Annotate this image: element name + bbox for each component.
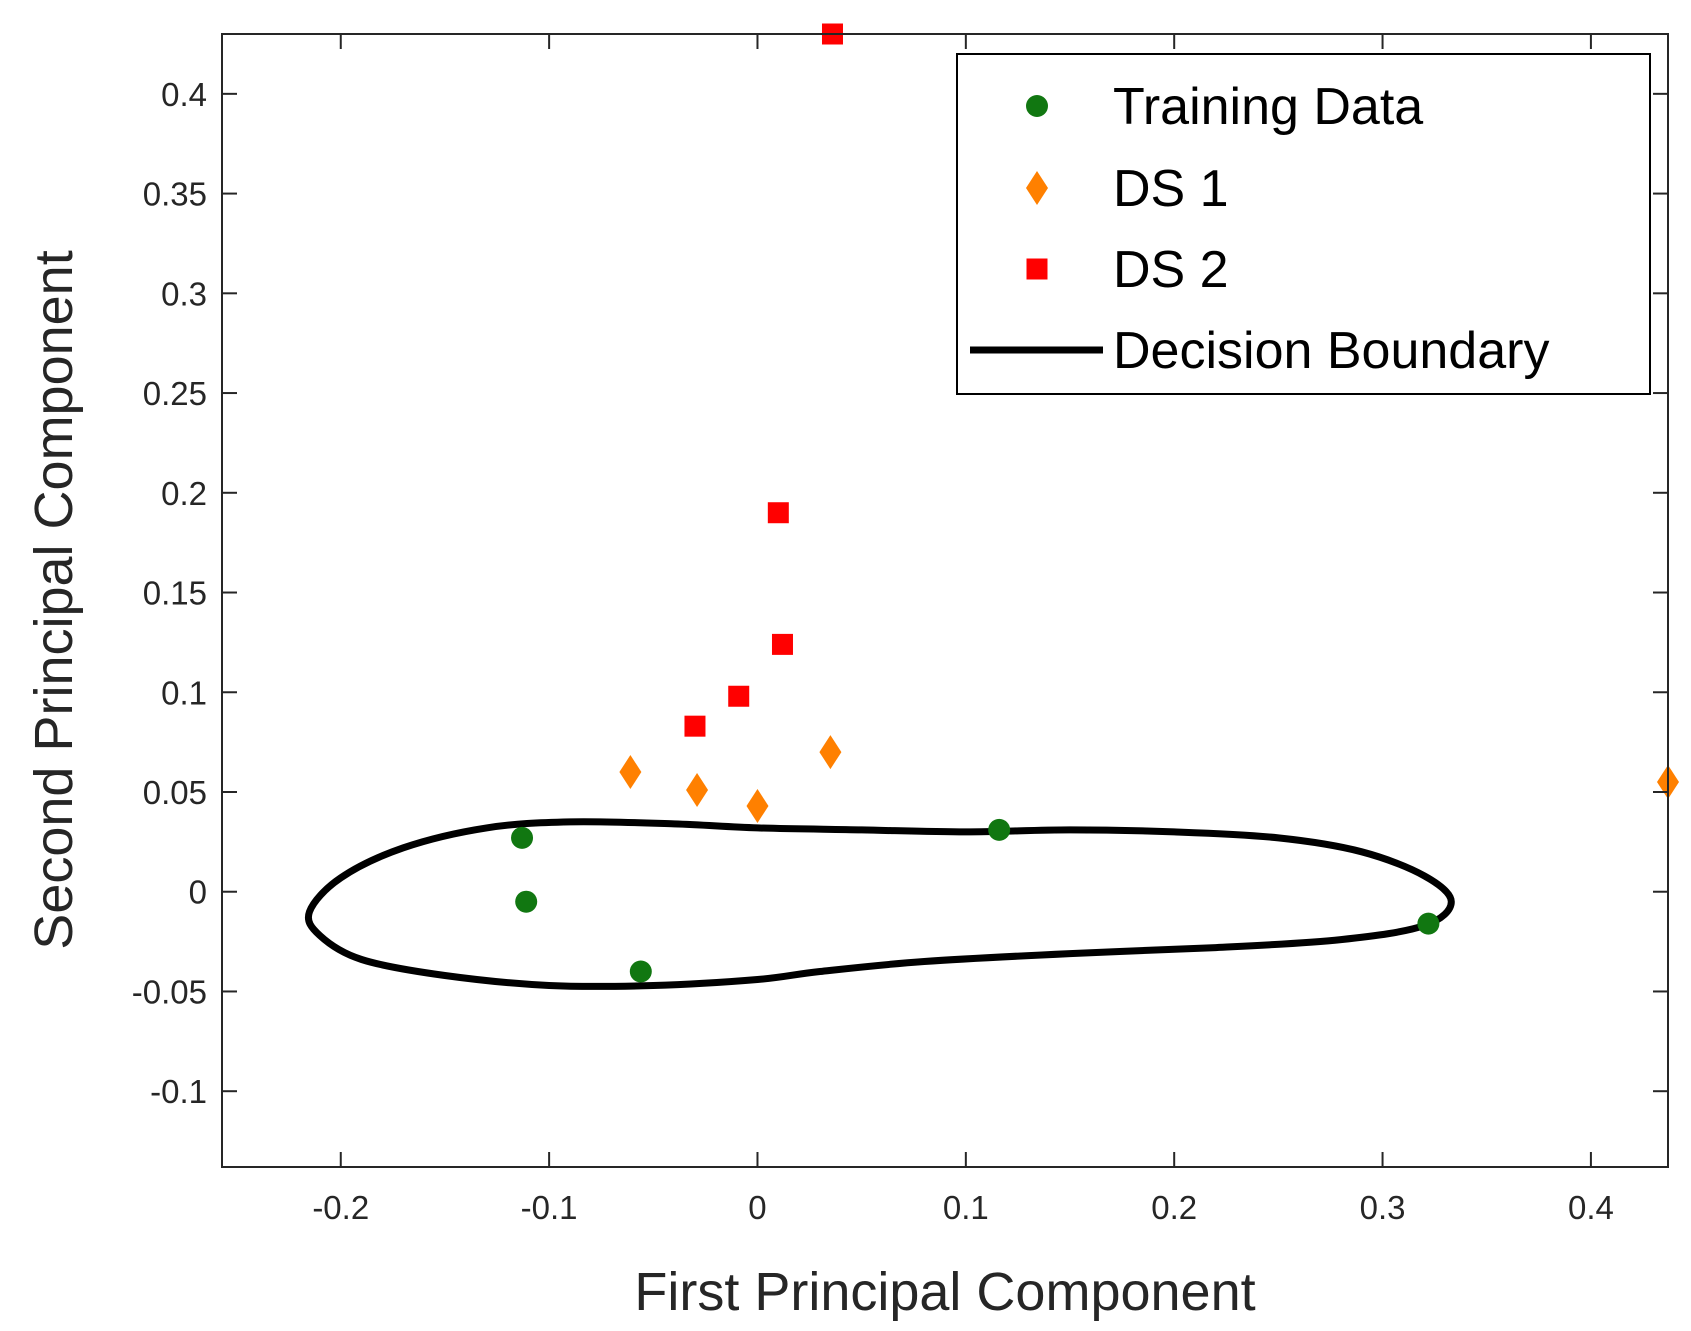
x-tick-label: 0 bbox=[748, 1189, 766, 1226]
ds-2-point bbox=[728, 685, 750, 707]
y-tick-label: 0.4 bbox=[161, 76, 207, 113]
legend-symbol-training-data bbox=[1026, 95, 1048, 117]
x-tick-label: -0.2 bbox=[312, 1189, 369, 1226]
training-data-point bbox=[988, 818, 1011, 841]
ds-1-point bbox=[819, 735, 842, 770]
ds-1-point bbox=[746, 788, 769, 823]
axes-box bbox=[221, 33, 1669, 1168]
y-tick-label: -0.05 bbox=[132, 973, 207, 1010]
training-data-point bbox=[515, 890, 538, 913]
ds-1-point bbox=[619, 755, 642, 790]
y-tick-label: 0.3 bbox=[161, 275, 207, 312]
legend-symbol-ds-1 bbox=[1026, 171, 1048, 205]
data-points-layer bbox=[511, 23, 1679, 983]
legend-box bbox=[956, 53, 1651, 395]
y-tick-label: 0 bbox=[189, 874, 207, 911]
y-tick-label: -0.1 bbox=[150, 1073, 207, 1110]
y-tick-label: 0.2 bbox=[161, 475, 207, 512]
y-tick-label: 0.35 bbox=[143, 176, 207, 213]
training-data-point bbox=[1417, 912, 1440, 935]
legend-label-ds1: DS 1 bbox=[1113, 160, 1229, 218]
legend: Training Data DS 1 DS 2 Decision Boundar… bbox=[956, 53, 1651, 395]
legend-label-training-data: Training Data bbox=[1113, 78, 1423, 136]
x-tick-label: 0.3 bbox=[1360, 1189, 1406, 1226]
legend-symbol-ds-2 bbox=[1026, 258, 1048, 280]
legend-label-decision-boundary: Decision Boundary bbox=[1113, 322, 1549, 380]
ds-2-point bbox=[771, 633, 793, 655]
y-axis-title: Second Principal Component bbox=[24, 250, 84, 949]
axis-ticks: -0.2 -0.1 0 0.1 0.2 0.3 0.4 -0.1 -0.05 0 0.05 0.1 0.… bbox=[132, 34, 1668, 1226]
legend-label-ds2: DS 2 bbox=[1113, 241, 1229, 299]
training-data-point bbox=[511, 826, 534, 849]
ds-1-point bbox=[686, 772, 709, 807]
y-tick-label: 0.1 bbox=[161, 674, 207, 711]
decision-boundary-layer bbox=[304, 818, 1455, 990]
x-tick-label: -0.1 bbox=[521, 1189, 578, 1226]
y-tick-label: 0.05 bbox=[143, 774, 207, 811]
x-tick-label: 0.4 bbox=[1568, 1189, 1614, 1226]
legend-symbols bbox=[970, 95, 1103, 354]
y-tick-label: 0.15 bbox=[143, 575, 207, 612]
x-tick-label: 0.1 bbox=[943, 1189, 989, 1226]
y-tick-label: 0.25 bbox=[143, 375, 207, 412]
ds-2-point bbox=[684, 715, 706, 737]
training-data-point bbox=[629, 960, 652, 983]
decision-boundary-curve bbox=[304, 818, 1455, 990]
x-axis-title: First Principal Component bbox=[634, 1262, 1255, 1322]
x-tick-label: 0.2 bbox=[1151, 1189, 1197, 1226]
ds-2-point bbox=[767, 502, 789, 524]
